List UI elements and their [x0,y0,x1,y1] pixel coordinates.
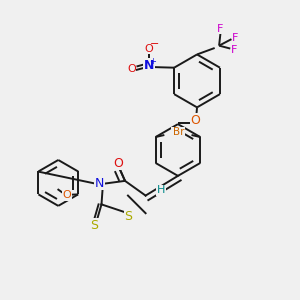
Text: O: O [145,44,154,54]
Text: S: S [90,219,98,232]
Text: Br: Br [172,127,184,137]
Text: H: H [157,185,165,195]
Text: O: O [63,190,71,200]
Text: S: S [124,210,133,223]
Text: O: O [127,64,136,74]
Text: Br: Br [172,127,183,137]
Text: F: F [231,45,238,55]
Text: F: F [217,24,223,34]
Text: N: N [144,59,154,72]
Text: N: N [95,177,104,190]
Text: +: + [149,57,156,66]
Text: F: F [232,33,239,43]
Text: −: − [150,40,159,50]
Text: O: O [190,114,200,127]
Text: O: O [113,157,123,170]
